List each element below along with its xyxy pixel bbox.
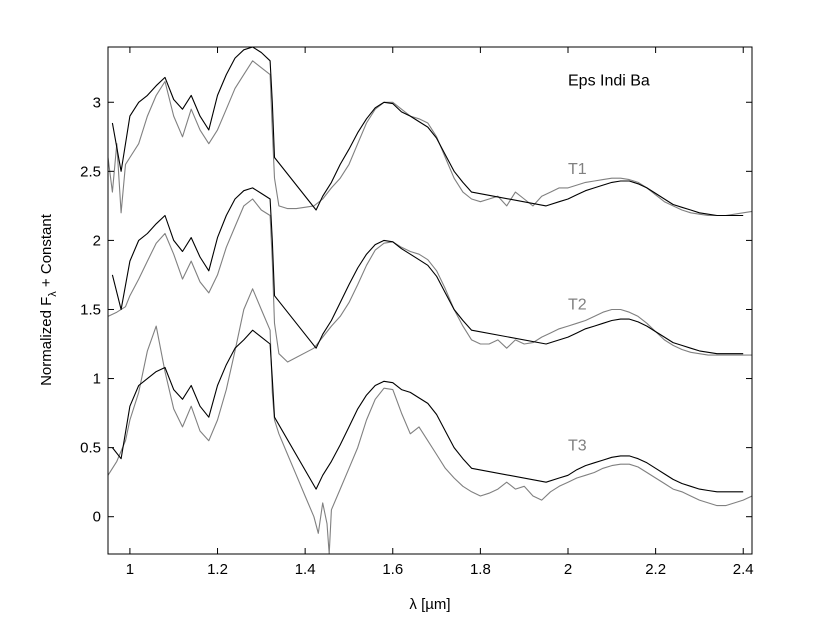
series-t3-template: [107, 288, 753, 555]
t2-label: T2: [568, 296, 587, 313]
y-tick-label-6: 3: [93, 94, 101, 111]
x-tick-label-1: 1.2: [207, 561, 228, 578]
x-tick-label-7: 2.4: [733, 561, 754, 578]
series-t2-observed: [111, 187, 744, 355]
t1-label: T1: [568, 161, 587, 178]
x-tick-label-6: 2.2: [645, 561, 666, 578]
y-tick-label-3: 1.5: [80, 301, 101, 318]
series-t2-template: [107, 198, 752, 363]
y-axis-label: Normalized Fλ + Constant: [38, 213, 59, 386]
x-axis-label: λ [µm]: [409, 596, 450, 613]
series-t1-observed: [111, 46, 744, 217]
y-axis-label-tail: + Constant: [38, 213, 55, 291]
plot-frame: [107, 46, 753, 555]
x-tick-label-5: 2: [564, 561, 572, 578]
y-tick-label-0: 0: [93, 509, 101, 526]
y-axis-label-main: Normalized F: [38, 297, 55, 386]
y-tick-label-5: 2.5: [80, 163, 101, 180]
annotations: Eps Indi Ba T1 T2 T3: [568, 73, 650, 455]
series-t3-observed: [111, 329, 744, 493]
target-label: Eps Indi Ba: [568, 73, 650, 90]
t3-label: T3: [568, 437, 587, 454]
series-t1-template: [107, 60, 753, 217]
x-tick-label-2: 1.4: [295, 561, 316, 578]
y-tick-label-4: 2: [93, 232, 101, 249]
y-tick-label-1: 0.5: [80, 440, 101, 457]
x-tick-label-3: 1.6: [382, 561, 403, 578]
y-tick-label-2: 1: [93, 371, 101, 388]
axis-ticks: 1 1.2 1.4 1.6 1.8 2 2.2 2.4 0 0.5 1 1.5 2 2.5 3: [80, 47, 754, 578]
x-tick-label-4: 1.8: [470, 561, 491, 578]
spectra-layer: [107, 46, 753, 555]
x-tick-label-0: 1: [126, 561, 134, 578]
y-axis-label-sub: λ: [47, 291, 59, 297]
